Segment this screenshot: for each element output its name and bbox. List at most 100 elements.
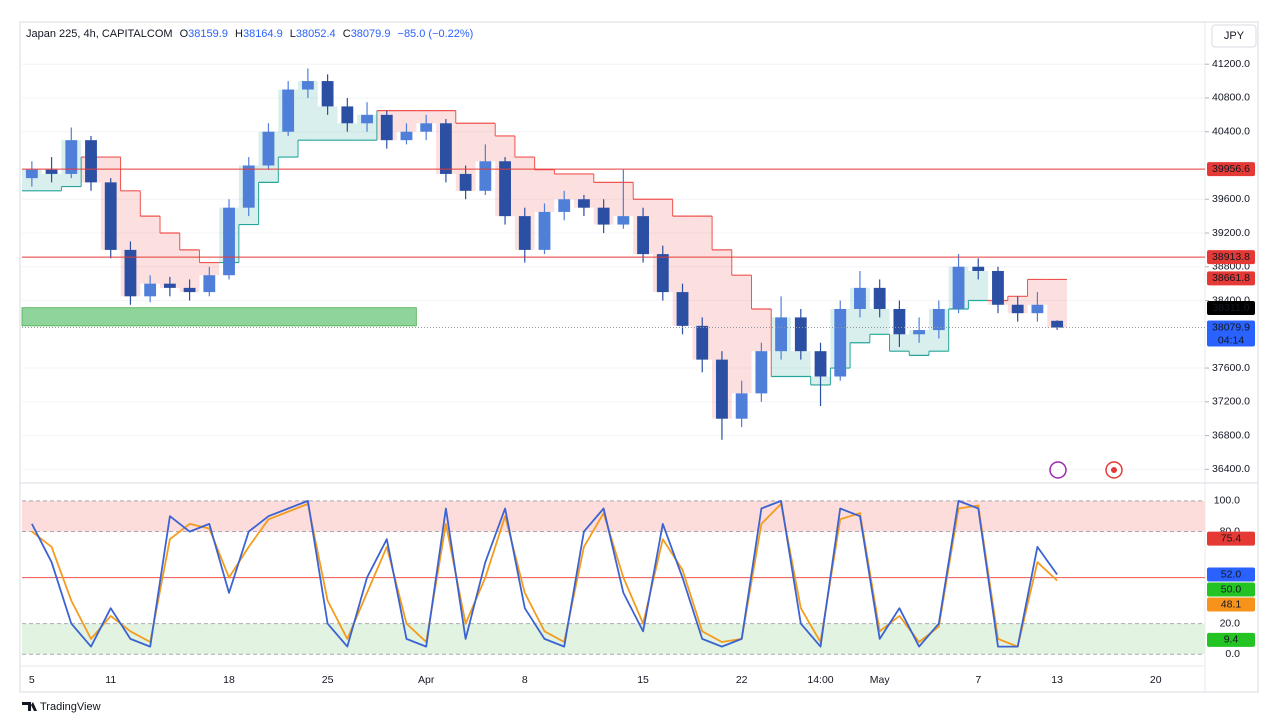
candle-body [124,249,137,297]
x-tick-label: 11 [105,674,116,686]
x-tick-label: 8 [522,674,528,686]
axis-badge [1207,567,1255,582]
candle-body [45,169,58,174]
trail-fill [790,351,811,377]
y-tick-label: 40800.0 [1212,92,1250,104]
candle-body [1031,304,1044,314]
trail-fill [160,233,180,288]
alert-icon[interactable] [1049,461,1067,479]
ohlc-value: 38052.4 [296,28,336,40]
candle-body [578,199,590,208]
candle-body [1051,320,1064,328]
ohlc-key: H [235,28,243,40]
axis-badge [1207,531,1255,546]
candle-body [459,173,472,191]
candle-body [676,292,689,326]
candle-body [1011,304,1024,314]
y-tick-label: 100.0 [1214,495,1240,507]
chart-frame [19,21,1259,693]
candle-body [814,351,827,377]
symbol: Japan 225, 4h, CAPITALCOM [26,28,173,40]
x-tick-label: 25 [322,674,334,686]
axis-badge [1207,301,1255,316]
candle-body [834,308,847,377]
trail-fill [1047,279,1067,328]
axis-badge [1207,271,1255,286]
countdown: 04:14 [1218,334,1244,346]
candle-body [85,140,97,183]
axis-badge-label: 38079.9 [1212,321,1250,333]
candle-body [341,106,354,124]
candle-body [183,287,196,293]
x-tick-label: 14:00 [807,674,833,686]
axis-badge [1207,320,1255,347]
candle-body [321,81,334,107]
x-tick-label: 13 [1051,674,1063,686]
candle-body [223,207,235,276]
demand-zone [21,307,417,327]
axis-badge-label: 38661.8 [1212,272,1250,284]
candle-body [25,169,38,179]
candle-body [775,317,788,352]
y-tick-label: 0.0 [1225,648,1240,660]
axis-badge [1207,582,1255,597]
y-tick-label: 37200.0 [1212,396,1250,408]
currency[interactable]: JPY [1224,30,1245,42]
record-icon[interactable] [1105,461,1123,479]
candle-body [913,330,926,335]
x-tick-label: 18 [223,674,235,686]
x-tick-label: May [870,674,891,686]
y-tick-label: 41200.0 [1212,58,1250,70]
candle-body [361,114,373,124]
x-tick-label: Apr [418,674,435,686]
candle-body [597,207,610,225]
candle-body [932,308,945,331]
band [22,623,1205,655]
trail-fill [751,308,772,352]
candle-body [282,89,295,132]
y-tick-label: 20.0 [1220,617,1241,629]
candle-body [972,266,985,271]
candle-body [479,161,492,191]
candle-body [144,283,157,297]
currency-button[interactable] [1211,24,1257,48]
candle-body [499,161,511,217]
candle-body [301,81,314,90]
y-tick-label: 36400.0 [1212,463,1250,475]
candle-body [242,165,255,208]
trail-fill [317,106,338,141]
band [22,500,1205,532]
axis-badge-label: 38913.8 [1212,251,1250,263]
x-tick-label: 22 [736,674,748,686]
y-tick-label: 40400.0 [1212,126,1250,138]
candle-body [262,131,275,166]
candle-body [518,216,531,250]
candle-body [104,182,117,250]
trail-fill [396,110,417,132]
axis-badge-label: 9.4 [1224,634,1239,646]
legend-header: Japan 225, 4h, CAPITALCOM O38159.9 H3816… [26,28,473,40]
axis-badge-label: 38311.0 [1212,302,1249,314]
trail-fill [534,169,555,212]
x-tick-label: 15 [637,674,649,686]
candle-body [163,283,176,288]
trail-fill [554,173,575,200]
ohlc-value: 38159.9 [188,28,228,40]
candle-body [558,199,571,212]
ohlc-key: L [290,28,296,40]
record-dot [1111,467,1117,473]
ohlc-key: O [180,28,189,40]
candle-body [992,270,1004,305]
candle-body [637,216,649,255]
candle-body [794,317,807,352]
candle-body [65,140,78,174]
candle-body [656,254,669,293]
candle-body [400,131,413,141]
candle-body [873,287,886,309]
candle-body [716,359,728,419]
plot-area [21,63,1205,655]
y-tick-label: 37600.0 [1212,362,1250,374]
trail-fill [692,216,713,360]
change: −85.0 (−0.22%) [398,28,474,40]
trail-fill [140,216,161,284]
